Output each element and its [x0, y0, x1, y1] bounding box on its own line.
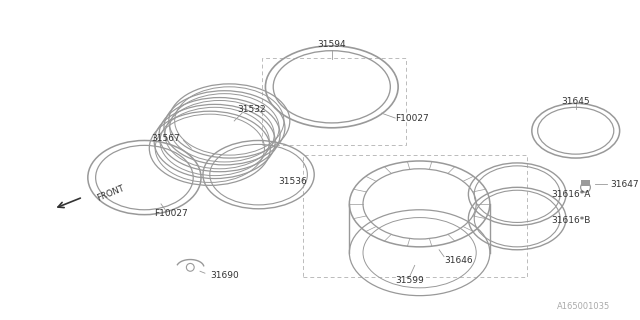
Text: 31536: 31536	[278, 177, 307, 186]
Text: F10027: F10027	[154, 209, 188, 218]
Text: 31690: 31690	[210, 271, 239, 280]
Text: 31616*A: 31616*A	[551, 190, 591, 199]
Text: 31645: 31645	[561, 97, 590, 106]
Text: F10027: F10027	[396, 114, 429, 123]
Text: 31594: 31594	[317, 40, 346, 49]
Text: 31599: 31599	[396, 276, 424, 284]
Text: 31567: 31567	[152, 134, 180, 143]
Text: A165001035: A165001035	[557, 302, 610, 311]
Bar	[303, 155, 527, 277]
Text: 31532: 31532	[237, 105, 266, 114]
Text: 31616*B: 31616*B	[551, 216, 591, 225]
Text: 31647: 31647	[610, 180, 639, 189]
Bar	[580, 180, 590, 186]
Bar	[262, 58, 406, 145]
Text: 31646: 31646	[444, 256, 472, 265]
Text: FRONT: FRONT	[95, 184, 125, 203]
